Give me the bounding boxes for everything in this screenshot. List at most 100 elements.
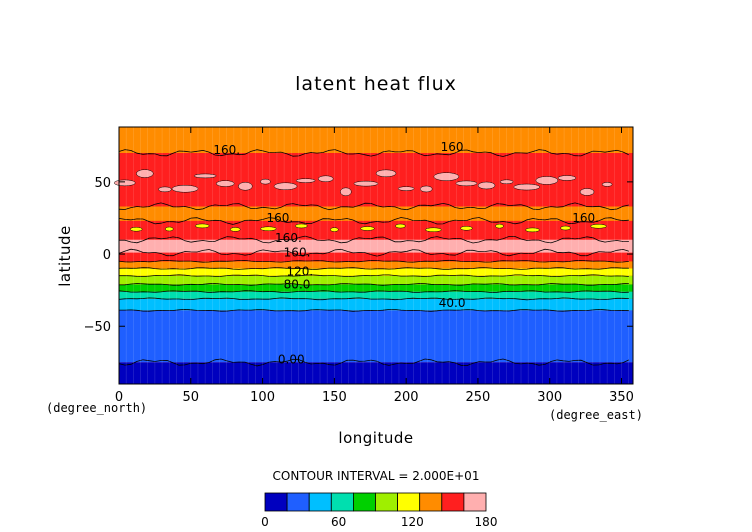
- high-value-patch: [317, 175, 334, 183]
- colorbar-swatch: [419, 492, 443, 512]
- contour-interval-label: CONTOUR INTERVAL = 2.000E+01: [273, 469, 480, 483]
- yellow-patch: [425, 227, 442, 233]
- contour-line-3: [118, 297, 630, 301]
- high-value-patch: [420, 185, 433, 193]
- zonal-band-2: [119, 310, 633, 363]
- high-value-patch: [238, 182, 253, 191]
- colorbar-swatch: [441, 492, 465, 512]
- colorbar-swatch: [375, 492, 399, 512]
- x-tick-label: 200: [394, 390, 419, 405]
- contour-label: 120.: [287, 264, 314, 278]
- contour-line-13: [118, 149, 630, 157]
- x-tick-label: 150: [322, 390, 347, 405]
- x-tick-label: 300: [537, 390, 562, 405]
- contour-label: 0.00: [278, 352, 305, 366]
- colorbar-swatch: [286, 492, 310, 512]
- yellow-patch: [395, 223, 406, 229]
- colorbar-swatch: [397, 492, 421, 512]
- high-value-patch: [499, 179, 514, 185]
- yellow-patch: [560, 225, 571, 231]
- plot-frame: [118, 126, 634, 385]
- contour-line-7: [118, 267, 629, 270]
- high-value-patch: [158, 186, 172, 193]
- x-tick-label: 0: [115, 390, 123, 405]
- y-tick-label: −50: [84, 320, 111, 335]
- high-value-patch: [295, 178, 316, 183]
- contour-line-1: [118, 358, 630, 367]
- zonal-band-14: [119, 127, 633, 153]
- high-value-patch: [375, 169, 397, 178]
- colorbar-swatch: [352, 492, 376, 512]
- yellow-patch: [495, 223, 504, 229]
- zonal-band-6: [119, 275, 633, 285]
- high-value-patch: [477, 181, 496, 190]
- colorbar-swatch: [330, 492, 354, 512]
- high-value-patch: [273, 182, 298, 191]
- contour-line-12: [118, 202, 630, 211]
- yellow-patch: [260, 226, 277, 232]
- contour-line-11: [118, 217, 630, 225]
- colorbar-tick-label: 60: [331, 515, 346, 529]
- zonal-band-12: [119, 206, 633, 221]
- high-value-patch: [215, 180, 235, 187]
- contour-label: 160.: [284, 246, 311, 260]
- zonal-band-4: [119, 291, 633, 299]
- colorbar-tick-label: 0: [261, 515, 269, 529]
- yellow-patch: [165, 226, 174, 232]
- zonal-band-3: [119, 298, 633, 311]
- contour-line-8: [118, 259, 630, 263]
- contour-label: 80.0: [284, 277, 311, 291]
- high-value-patch: [397, 186, 415, 191]
- y-axis-label: latitude: [56, 225, 74, 287]
- zonal-band-5: [119, 284, 633, 292]
- high-value-patch: [557, 175, 577, 181]
- contour-label: 160.: [275, 231, 302, 245]
- high-value-patch: [579, 188, 595, 196]
- yellow-patch: [525, 227, 540, 233]
- contour-label: 160: [441, 140, 464, 154]
- x-tick-label: 250: [466, 390, 491, 405]
- high-value-patch: [113, 179, 136, 187]
- zonal-band-11: [119, 220, 633, 240]
- x-tick-label: 50: [183, 390, 200, 405]
- contour-label: 40.0: [439, 296, 466, 310]
- yellow-patch: [129, 226, 143, 232]
- high-value-patch: [353, 180, 379, 187]
- contour-line-4: [118, 290, 630, 293]
- colorbar-swatch: [463, 492, 487, 512]
- contour-line-5: [118, 282, 630, 286]
- high-value-patch: [455, 180, 478, 187]
- x-tick-label: 100: [250, 390, 275, 405]
- yellow-patch: [460, 226, 473, 231]
- contour-line-2: [119, 308, 630, 312]
- contour-label: 160.: [266, 211, 293, 225]
- high-value-patch: [171, 184, 199, 193]
- high-value-patch: [193, 173, 217, 179]
- zonal-band-7: [119, 268, 633, 276]
- x-axis-label: longitude: [338, 429, 413, 447]
- high-value-patch: [513, 183, 541, 191]
- colorbar-tick-label: 120: [401, 515, 424, 529]
- x-tick-label: 350: [609, 390, 634, 405]
- colorbar-tick-label: 180: [475, 515, 498, 529]
- high-value-patch: [535, 176, 559, 185]
- colorbar-swatch: [308, 492, 332, 512]
- zonal-band-9: [119, 252, 633, 262]
- colorbar: 0 60 120 180: [261, 492, 498, 529]
- zonal-band-1: [119, 362, 633, 384]
- high-value-patch: [601, 182, 613, 187]
- yellow-patch: [330, 227, 339, 232]
- high-value-patch: [340, 187, 352, 197]
- contour-label: 160.: [213, 143, 240, 157]
- high-value-patch: [260, 178, 271, 185]
- colorbar-swatch: [264, 492, 288, 512]
- y-unit-label: (degree_north): [46, 401, 147, 415]
- high-value-patch: [136, 169, 154, 178]
- contour-label: 160.: [572, 211, 599, 225]
- zonal-band-8: [119, 261, 633, 269]
- yellow-patch: [590, 224, 607, 229]
- y-tick-label: 50: [94, 176, 111, 191]
- yellow-patch: [360, 226, 375, 231]
